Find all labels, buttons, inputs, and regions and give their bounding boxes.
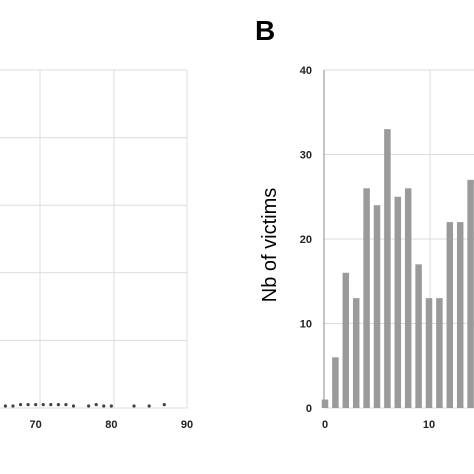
bars [321,129,474,408]
bar [363,188,370,408]
x-tick-label: 70 [30,419,42,431]
bar [425,298,433,408]
scatter-point [11,404,15,408]
scatter-point [18,403,23,407]
x-tick-label: 10 [423,419,435,431]
bar [384,129,391,408]
y-tick-label: 30 [300,150,312,162]
scatter-point [56,403,60,407]
bar [436,298,443,408]
scatter-panel: 70 80 90 [0,69,194,431]
scatter-point [71,404,76,408]
bar-y-tick-labels: 0 10 20 30 40 [300,65,312,415]
scatter-grid [0,69,188,409]
bar [415,264,422,408]
bar-x-tick-labels: 0 10 [322,419,435,431]
scatter-x-tick-labels: 70 80 90 [30,419,194,431]
bar [321,399,329,408]
scatter-point [147,404,151,408]
panel-label: B [255,15,275,46]
bar [373,205,381,408]
scatter-point [132,404,136,408]
scatter-point [87,404,91,408]
bar [456,222,464,408]
x-tick-label: 90 [181,419,193,431]
y-tick-label: 0 [306,403,312,415]
scatter-point [34,403,38,407]
bar [446,222,454,408]
bar-panel: B Nb of victims 0 10 20 30 40 0 10 [255,15,474,431]
scatter-point [94,403,98,407]
y-axis-title: Nb of victims [259,188,281,302]
y-tick-label: 40 [300,65,312,77]
scatter-point [26,403,30,407]
bar [404,188,412,408]
scatter-point [162,403,166,407]
x-tick-label: 0 [322,419,328,431]
scatter-point [41,403,45,407]
scatter-point [102,404,106,408]
scatter-point [49,403,53,407]
scatter-point [3,404,7,408]
scatter-point [109,404,113,408]
y-tick-label: 10 [300,319,312,331]
y-tick-label: 20 [300,234,312,246]
scatter-point [64,403,68,407]
scatter-points [3,403,166,408]
bar [332,357,339,408]
bar [467,179,474,408]
x-tick-label: 80 [105,419,117,431]
bar [352,298,360,408]
bar [394,196,402,408]
bar [342,272,350,408]
